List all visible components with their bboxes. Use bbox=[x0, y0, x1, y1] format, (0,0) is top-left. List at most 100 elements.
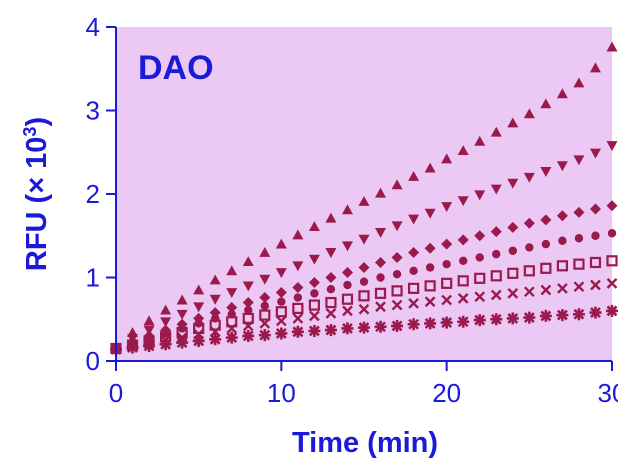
data-point-circle bbox=[409, 266, 418, 276]
data-point-square bbox=[408, 282, 420, 294]
data-point-triangle-down bbox=[589, 148, 601, 159]
data-point-diamond bbox=[375, 256, 387, 268]
data-point-diamond bbox=[490, 226, 502, 238]
data-point-star bbox=[424, 317, 437, 330]
data-point-square bbox=[457, 275, 469, 287]
data-point-triangle-down bbox=[408, 214, 420, 225]
data-point-triangle-down bbox=[441, 202, 453, 213]
data-point-cross bbox=[424, 296, 436, 308]
data-points bbox=[110, 41, 618, 356]
data-point-star bbox=[159, 338, 172, 351]
data-point-star bbox=[457, 315, 470, 328]
data-point-cross bbox=[590, 279, 601, 291]
data-point-diamond bbox=[226, 302, 238, 314]
data-point-square bbox=[275, 306, 287, 318]
data-point-triangle-up bbox=[540, 98, 552, 109]
data-point-circle bbox=[591, 231, 600, 240]
data-point-cross bbox=[292, 313, 304, 324]
data-point-cross bbox=[540, 284, 552, 296]
data-point-triangle-up bbox=[573, 77, 585, 88]
data-point-circle bbox=[244, 305, 253, 315]
data-point-triangle-down bbox=[474, 190, 486, 201]
data-point-diamond bbox=[308, 277, 320, 289]
data-point-star bbox=[341, 322, 354, 335]
data-point-diamond bbox=[474, 230, 486, 242]
data-point-square bbox=[606, 255, 618, 267]
data-point-square bbox=[391, 285, 403, 297]
data-point-triangle-down bbox=[292, 261, 304, 272]
data-point-circle bbox=[326, 284, 336, 294]
data-point-cross bbox=[391, 299, 403, 311]
data-point-square bbox=[474, 272, 486, 284]
data-point-triangle-down bbox=[375, 228, 387, 238]
y-axis-ticks: 0 1 2 3 4 bbox=[86, 12, 116, 376]
data-point-circle bbox=[359, 277, 369, 286]
data-point-circle bbox=[293, 293, 303, 302]
data-point-star bbox=[506, 312, 519, 325]
data-point-diamond bbox=[358, 261, 370, 273]
data-point-triangle-up bbox=[242, 256, 254, 267]
data-point-triangle-up bbox=[259, 246, 271, 257]
data-point-triangle-up bbox=[408, 170, 420, 181]
data-point-triangle-down bbox=[523, 172, 535, 183]
data-point-square bbox=[209, 319, 221, 331]
data-point-triangle-up bbox=[556, 88, 568, 99]
series-star bbox=[110, 304, 618, 356]
data-point-triangle-down bbox=[556, 161, 568, 172]
data-point-diamond bbox=[259, 292, 271, 304]
data-point-triangle-up bbox=[143, 315, 155, 326]
data-point-triangle-down bbox=[573, 155, 585, 166]
data-point-diamond bbox=[523, 217, 535, 229]
data-point-square bbox=[341, 293, 354, 305]
data-point-circle bbox=[541, 239, 551, 249]
data-point-star bbox=[391, 319, 404, 332]
data-point-square bbox=[490, 270, 502, 282]
data-point-star bbox=[407, 318, 420, 331]
x-tick-label: 20 bbox=[432, 378, 461, 408]
data-point-square bbox=[325, 296, 337, 309]
x-axis-ticks: 0 10 20 30 bbox=[109, 361, 618, 408]
data-point-diamond bbox=[391, 251, 403, 263]
data-point-triangle-down bbox=[457, 196, 469, 207]
data-point-square bbox=[523, 265, 535, 277]
data-point-square bbox=[573, 258, 585, 270]
data-point-star bbox=[275, 327, 288, 340]
data-point-star bbox=[606, 304, 618, 317]
data-point-triangle-down bbox=[325, 248, 337, 258]
data-point-star bbox=[176, 336, 189, 349]
data-point-cross bbox=[490, 289, 502, 301]
data-point-star bbox=[242, 329, 255, 342]
data-point-triangle-up bbox=[226, 265, 238, 276]
data-point-star bbox=[473, 314, 486, 327]
data-point-triangle-down bbox=[358, 234, 370, 245]
data-point-cross bbox=[441, 294, 453, 306]
data-point-square bbox=[556, 260, 569, 272]
data-point-triangle-up bbox=[275, 238, 287, 249]
data-point-triangle-up bbox=[589, 62, 601, 73]
data-point-triangle-up bbox=[193, 284, 205, 295]
data-point-square bbox=[259, 309, 271, 321]
data-point-triangle-down bbox=[226, 288, 238, 299]
data-point-circle bbox=[558, 236, 567, 245]
y-tick-label: 1 bbox=[86, 263, 100, 293]
data-point-triangle-down bbox=[341, 241, 353, 252]
data-point-diamond bbox=[606, 200, 618, 212]
data-point-triangle-up bbox=[209, 274, 221, 285]
data-point-circle bbox=[392, 269, 402, 279]
data-point-diamond bbox=[275, 287, 287, 299]
data-point-star bbox=[291, 325, 304, 338]
y-axis-title-close: ) bbox=[21, 117, 53, 127]
data-point-star bbox=[490, 313, 503, 326]
data-point-circle bbox=[492, 249, 501, 259]
data-point-star bbox=[374, 320, 387, 333]
data-point-diamond bbox=[242, 297, 254, 309]
data-point-star bbox=[523, 311, 536, 324]
data-point-square bbox=[358, 290, 370, 302]
y-axis-title-main: RFU (× 10 bbox=[21, 137, 53, 272]
data-point-triangle-up bbox=[292, 229, 304, 240]
data-point-square bbox=[589, 256, 602, 269]
data-point-diamond bbox=[540, 214, 552, 226]
data-point-circle bbox=[376, 273, 385, 282]
data-point-cross bbox=[523, 286, 535, 298]
